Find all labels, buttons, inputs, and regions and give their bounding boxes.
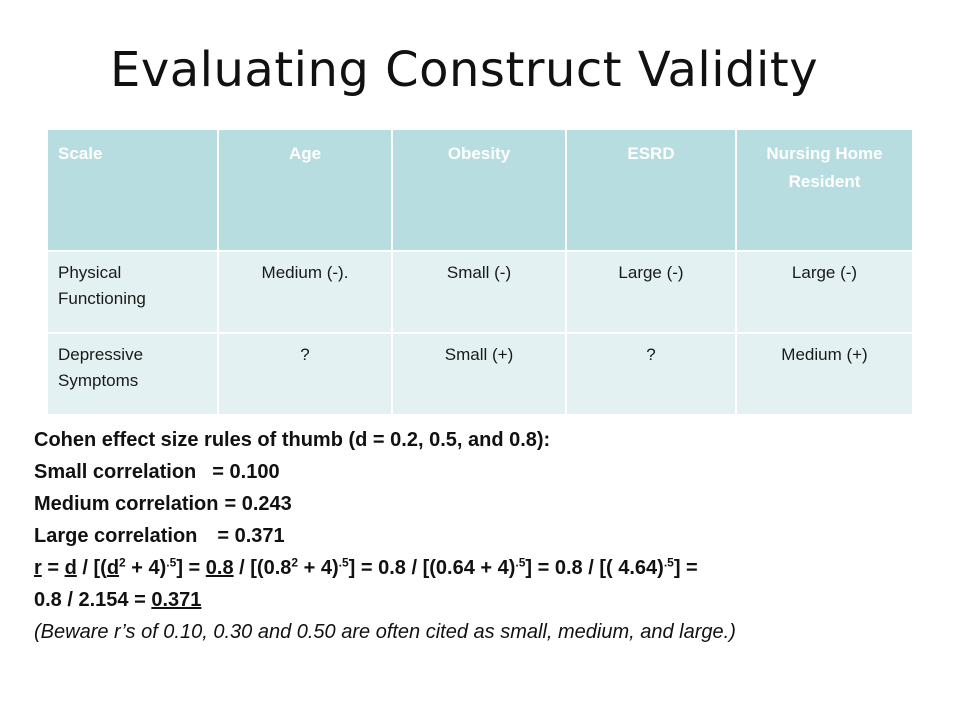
table-cell: Large (-) xyxy=(736,250,912,333)
header-nursing-home-resident: Nursing Home Resident xyxy=(736,130,912,251)
medium-correlation-value: = 0.243 xyxy=(224,493,292,515)
table-cell: Small (+) xyxy=(392,332,567,414)
large-correlation-value: = 0.371 xyxy=(217,525,285,547)
table-cell: Medium (+) xyxy=(736,332,912,414)
small-correlation-line: Small correlation = 0.100 xyxy=(34,456,934,488)
small-correlation-value: = 0.100 xyxy=(212,461,280,483)
formula-value: 0.8 xyxy=(205,557,234,579)
formula-d: d xyxy=(64,557,77,579)
header-esrd: ESRD xyxy=(566,130,737,251)
large-correlation-label: Large correlation xyxy=(34,525,198,547)
formula-text: 0.8 / 2.154 = xyxy=(34,589,152,611)
formula-superscript: .5 xyxy=(166,555,177,570)
formula-superscript: 2 xyxy=(291,555,299,570)
formula-r: r xyxy=(34,557,42,579)
small-correlation-label: Small correlation xyxy=(34,461,197,483)
slide-title: Evaluating Construct Validity xyxy=(110,42,819,98)
formula-result: 0.371 xyxy=(151,589,202,611)
table-cell: Small (-) xyxy=(392,250,567,333)
table-header-row: Scale Age Obesity ESRD Nursing Home Resi… xyxy=(48,130,912,251)
formula-superscript: .5 xyxy=(663,555,674,570)
large-correlation-line: Large correlation = 0.371 xyxy=(34,520,934,552)
formula-text: + 4) xyxy=(298,557,339,579)
formula-d: d xyxy=(106,557,120,579)
formula-text: = xyxy=(41,557,65,579)
formula-superscript: 2 xyxy=(119,555,126,570)
table-row: Depressive Symptoms ? Small (+) ? Medium… xyxy=(48,332,912,414)
notes-heading: Cohen effect size rules of thumb (d = 0.… xyxy=(34,429,551,451)
header-scale: Scale xyxy=(48,130,219,251)
header-age: Age xyxy=(218,130,393,251)
formula-superscript: .5 xyxy=(338,555,349,570)
formula-text: ] = 0.8 / [( 4.64) xyxy=(525,557,664,579)
table-cell: ? xyxy=(218,332,393,414)
conversion-formula: r = d / [(d2 + 4).5] = 0.8 / [(0.82 + 4)… xyxy=(34,552,934,584)
formula-text: ] = xyxy=(176,557,206,579)
formula-text: / [(0.8 xyxy=(233,557,292,579)
construct-validity-table: Scale Age Obesity ESRD Nursing Home Resi… xyxy=(48,130,912,414)
table-cell: Medium (-). xyxy=(218,250,393,333)
header-obesity: Obesity xyxy=(392,130,567,251)
medium-correlation-line: Medium correlation = 0.243 xyxy=(34,488,934,520)
table-cell: ? xyxy=(566,332,737,414)
formula-text: ] = xyxy=(673,557,698,579)
caveat-note: (Beware r’s of 0.10, 0.30 and 0.50 are o… xyxy=(34,621,736,643)
formula-text: ] = 0.8 / [(0.64 + 4) xyxy=(348,557,516,579)
table-cell: Large (-) xyxy=(566,250,737,333)
effect-size-notes: Cohen effect size rules of thumb (d = 0.… xyxy=(34,424,934,648)
formula-text: / [( xyxy=(76,557,107,579)
row-label-physical-functioning: Physical Functioning xyxy=(48,250,219,333)
formula-text: + 4) xyxy=(125,557,167,579)
row-label-depressive-symptoms: Depressive Symptoms xyxy=(48,332,219,414)
medium-correlation-label: Medium correlation xyxy=(34,493,219,515)
table-row: Physical Functioning Medium (-). Small (… xyxy=(48,250,912,333)
formula-superscript: .5 xyxy=(515,555,526,570)
conversion-result: 0.8 / 2.154 = 0.371 xyxy=(34,584,934,616)
